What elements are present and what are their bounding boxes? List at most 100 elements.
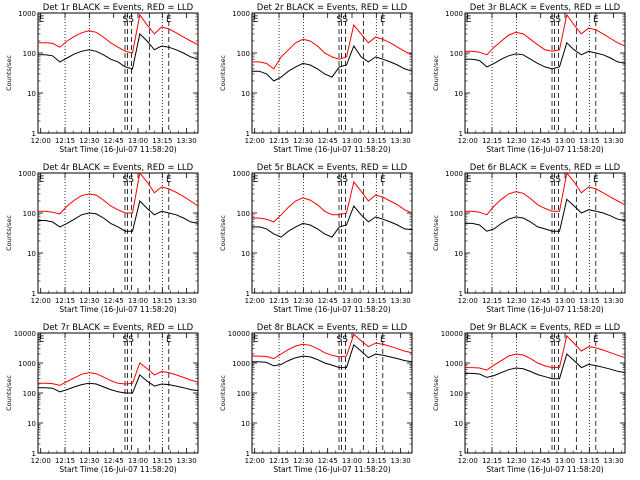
series-line-lld xyxy=(252,23,413,70)
y-tick-label: 1 xyxy=(32,130,36,138)
x-tick-label: 12:30 xyxy=(506,297,526,305)
panel-det-3: Det 3r BLACK = Events, RED = LLD Counts/s… xyxy=(432,3,626,154)
x-tick-label: 13:00 xyxy=(342,137,362,145)
y-tick-label: 10 xyxy=(454,250,463,258)
event-annotation: E xyxy=(39,175,45,185)
event-annotation: E xyxy=(253,335,259,345)
x-tick-label: 12:15 xyxy=(482,297,502,305)
chart-title: Det 9r BLACK = Events, RED = LLD xyxy=(470,323,621,333)
x-tick-label: 12:15 xyxy=(55,137,75,145)
x-tick-label: 12:45 xyxy=(318,457,338,465)
x-axis-label: Start Time (16-Jul-07 11:58:20) xyxy=(486,145,603,154)
x-axis-label: Start Time (16-Jul-07 11:58:20) xyxy=(273,305,390,314)
x-tick-label: 12:00 xyxy=(31,297,51,305)
event-annotation: E xyxy=(466,335,472,345)
x-tick-label: 13:15 xyxy=(152,457,172,465)
y-tick-label: 100 xyxy=(450,390,463,398)
y-tick-label: 1 xyxy=(459,290,463,298)
chart-title: Det 1r BLACK = Events, RED = LLD xyxy=(43,3,194,13)
x-tick-label: 13:00 xyxy=(128,457,148,465)
chart-title: Det 8r BLACK = Events, RED = LLD xyxy=(257,323,408,333)
series-line-events xyxy=(38,32,199,70)
y-tick-label: 100 xyxy=(450,50,463,58)
y-tick-label: 1 xyxy=(246,290,250,298)
panel-det-1: Det 1r BLACK = Events, RED = LLD Counts/s… xyxy=(5,3,199,154)
event-annotation: E xyxy=(166,175,172,185)
x-tick-label: 13:15 xyxy=(152,137,172,145)
event-annotation: SS xyxy=(123,15,135,25)
y-tick-label: 100 xyxy=(237,390,250,398)
x-tick-label: 12:15 xyxy=(269,137,289,145)
y-axis-label: Counts/sec xyxy=(432,215,440,251)
event-annotation: SS xyxy=(337,175,349,185)
y-tick-label: 1000 xyxy=(18,170,36,178)
x-tick-label: 12:15 xyxy=(269,457,289,465)
y-tick-label: 100 xyxy=(23,390,36,398)
series-line-lld xyxy=(38,362,199,386)
y-tick-label: 1000 xyxy=(18,360,36,368)
x-axis-label: Start Time (16-Jul-07 11:58:20) xyxy=(273,145,390,154)
series-line-lld xyxy=(252,180,413,223)
event-annotation: E xyxy=(593,175,599,185)
y-tick-label: 10 xyxy=(241,90,250,98)
y-tick-label: 1 xyxy=(246,450,250,458)
y-tick-label: 100 xyxy=(23,50,36,58)
x-tick-label: 13:30 xyxy=(177,297,197,305)
panel-det-6: Det 6r BLACK = Events, RED = LLD Counts/s… xyxy=(432,163,626,314)
event-annotation: SS xyxy=(550,335,562,345)
x-tick-label: 12:45 xyxy=(104,297,124,305)
x-tick-label: 12:45 xyxy=(104,137,124,145)
x-tick-label: 13:15 xyxy=(366,297,386,305)
x-tick-label: 13:30 xyxy=(177,457,197,465)
event-annotation: E xyxy=(380,335,386,345)
x-tick-label: 12:30 xyxy=(293,457,313,465)
x-tick-label: 13:15 xyxy=(579,457,599,465)
x-tick-label: 12:30 xyxy=(506,457,526,465)
y-tick-label: 100 xyxy=(450,210,463,218)
y-tick-label: 100 xyxy=(237,50,250,58)
y-tick-label: 1000 xyxy=(232,10,250,18)
x-tick-label: 12:30 xyxy=(79,457,99,465)
y-axis-label: Counts/sec xyxy=(219,55,227,91)
event-annotation: E xyxy=(253,15,259,25)
y-axis-label: Counts/sec xyxy=(5,55,13,91)
event-annotation: SS xyxy=(337,335,349,345)
x-axis-label: Start Time (16-Jul-07 11:58:20) xyxy=(59,305,176,314)
x-tick-label: 13:00 xyxy=(555,137,575,145)
y-tick-label: 100 xyxy=(237,210,250,218)
plot-frame xyxy=(37,12,199,134)
x-tick-label: 12:45 xyxy=(104,457,124,465)
x-tick-label: 12:45 xyxy=(531,457,551,465)
y-tick-label: 10 xyxy=(241,420,250,428)
x-tick-label: 12:30 xyxy=(293,137,313,145)
plot-frame xyxy=(251,332,413,454)
panel-det-4: Det 4r BLACK = Events, RED = LLD Counts/s… xyxy=(5,163,199,314)
x-tick-label: 13:00 xyxy=(128,137,148,145)
event-annotation: E xyxy=(593,335,599,345)
series-line-events xyxy=(465,198,626,232)
series-line-events xyxy=(465,353,626,380)
y-tick-label: 1 xyxy=(459,450,463,458)
y-axis-label: Counts/sec xyxy=(5,375,13,411)
y-tick-label: 10 xyxy=(241,250,250,258)
plot-frame xyxy=(37,332,199,454)
series-line-lld xyxy=(38,171,199,215)
x-tick-label: 12:30 xyxy=(79,297,99,305)
event-annotation: E xyxy=(380,175,386,185)
series-line-events xyxy=(252,344,413,369)
series-line-lld xyxy=(465,13,626,56)
panel-det-9: Det 9r BLACK = Events, RED = LLD Counts/s… xyxy=(432,323,626,474)
event-annotation: E xyxy=(593,15,599,25)
series-line-lld xyxy=(465,334,626,371)
event-annotation: E xyxy=(166,15,172,25)
plot-frame xyxy=(464,172,626,294)
x-tick-label: 12:15 xyxy=(55,457,75,465)
y-axis-label: Counts/sec xyxy=(219,215,227,251)
y-tick-label: 10000 xyxy=(14,330,36,338)
series-line-events xyxy=(38,374,199,394)
panel-det-5: Det 5r BLACK = Events, RED = LLD Counts/s… xyxy=(219,163,413,314)
event-annotation: SS xyxy=(123,175,135,185)
y-tick-label: 1000 xyxy=(232,360,250,368)
y-tick-label: 100 xyxy=(23,210,36,218)
x-tick-label: 13:00 xyxy=(128,297,148,305)
